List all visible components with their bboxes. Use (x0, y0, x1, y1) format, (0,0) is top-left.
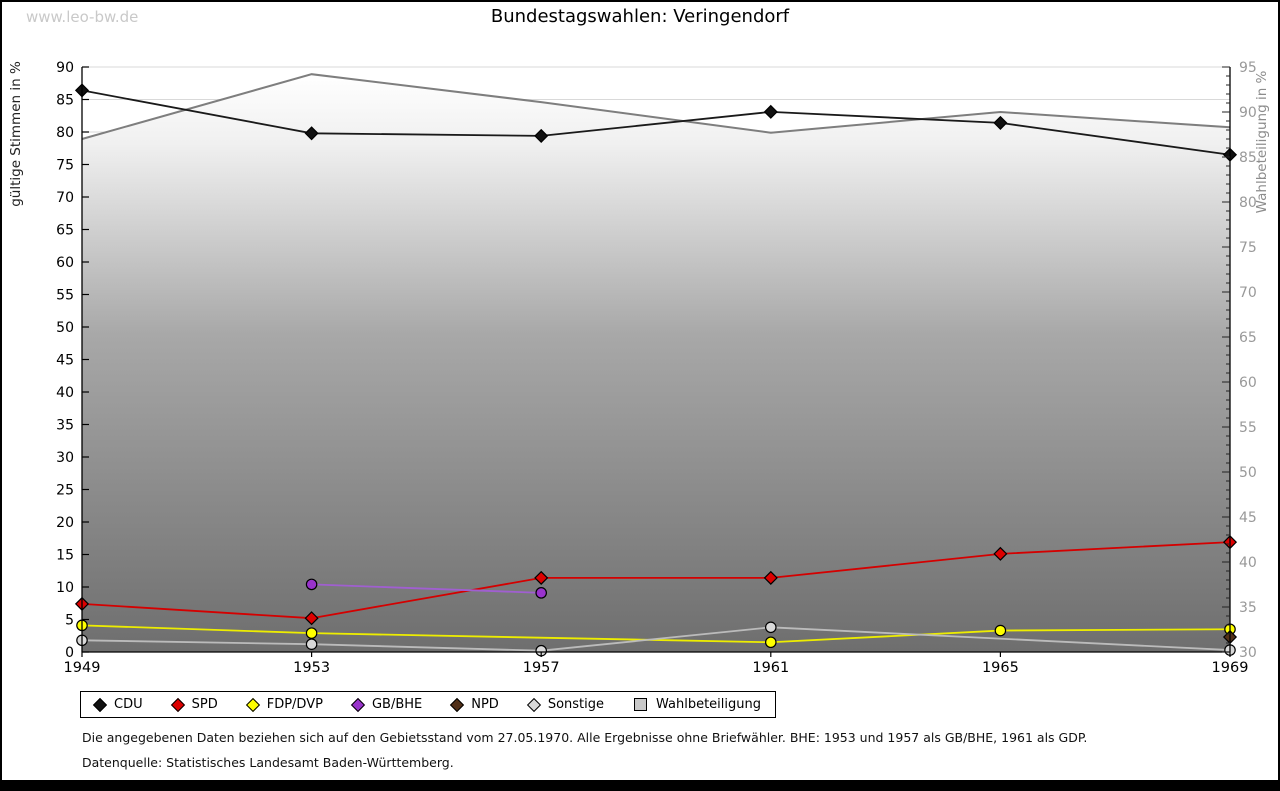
turnout-line (81, 73, 1231, 140)
legend-item-fdp-dvp: FDP/DVP (245, 697, 323, 712)
legend-label: SPD (191, 697, 218, 712)
right-tick-label: 30 (1239, 645, 1257, 661)
data-point-marker (534, 570, 549, 585)
legend-label: FDP/DVP (266, 697, 323, 712)
left-tick-label: 80 (56, 125, 74, 141)
left-tick-label: 90 (56, 60, 74, 76)
legend-item-spd: SPD (170, 697, 218, 712)
left-tick-label: 85 (56, 93, 74, 109)
legend-item-cdu: CDU (92, 697, 143, 712)
left-tick-label: 10 (56, 580, 74, 596)
data-point-marker (994, 624, 1007, 637)
footnote-gebietsstand: Die angegebenen Daten beziehen sich auf … (82, 730, 1088, 745)
turnout-area (82, 74, 1230, 652)
legend-marker-icon (170, 697, 185, 712)
legend-label: Sonstige (547, 697, 604, 712)
data-point-marker (763, 104, 778, 119)
legend-marker-icon (634, 698, 647, 711)
right-tick-label: 95 (1239, 60, 1257, 76)
left-tick-label: 0 (65, 645, 74, 661)
data-point-marker (993, 546, 1008, 561)
right-tick-label: 50 (1239, 465, 1257, 481)
legend-item-sonstige: Sonstige (526, 697, 604, 712)
legend-item-npd: NPD (450, 697, 499, 712)
series-CDU (74, 83, 1238, 162)
x-tick-label: 1953 (293, 660, 330, 676)
data-point-marker (764, 621, 777, 634)
left-tick-label: 55 (56, 288, 74, 304)
chart-legend: CDU SPD FDP/DVP GB/BHE NPD Sonstige Wahlbeteil… (80, 691, 777, 718)
left-tick-label: 20 (56, 515, 74, 531)
x-tick-label: 1949 (64, 660, 101, 676)
legend-marker-icon (245, 697, 260, 712)
left-tick-label: 25 (56, 483, 74, 499)
right-tick-label: 90 (1239, 105, 1257, 121)
data-point-marker (305, 627, 318, 639)
series-line (311, 583, 542, 594)
right-tick-label: 35 (1239, 600, 1257, 616)
data-point-marker (764, 636, 777, 649)
series-GB/BHE (305, 578, 547, 599)
left-tick-label: 30 (56, 450, 74, 466)
bottom-border-bar (2, 780, 1278, 789)
right-tick-label: 55 (1239, 420, 1257, 436)
legend-label: CDU (114, 697, 143, 712)
data-point-marker (763, 570, 778, 585)
left-tick-label: 35 (56, 418, 74, 434)
legend-label: Wahlbeteiligung (656, 697, 762, 712)
left-tick-label: 65 (56, 223, 74, 239)
watermark: www.leo-bw.de (26, 8, 139, 26)
legend-marker-icon (92, 697, 108, 712)
data-point-marker (534, 128, 549, 143)
left-tick-label: 40 (56, 385, 74, 401)
left-axis-title: gültige Stimmen in % (8, 61, 24, 207)
series-SPD (74, 535, 1238, 626)
left-tick-label: 70 (56, 190, 74, 206)
right-tick-label: 40 (1239, 555, 1257, 571)
data-point-marker (993, 115, 1008, 130)
right-tick-label: 60 (1239, 375, 1257, 391)
series-line (81, 89, 1231, 156)
legend-item-gb-bhe: GB/BHE (350, 697, 423, 712)
right-axis-title: Wahlbeteiligung in % (1254, 70, 1270, 213)
data-point-marker (305, 638, 318, 650)
legend-marker-icon (450, 697, 465, 712)
data-point-marker (304, 126, 319, 141)
left-tick-label: 15 (56, 548, 74, 564)
page-title: Bundestagswahlen: Veringendorf (490, 6, 790, 27)
footnote-datenquelle: Datenquelle: Statistisches Landesamt Bad… (82, 755, 454, 770)
right-tick-label: 80 (1239, 195, 1257, 211)
legend-label: NPD (471, 697, 499, 712)
right-tick-label: 65 (1239, 330, 1257, 346)
data-point-marker (305, 578, 318, 591)
data-point-marker (535, 587, 547, 599)
x-tick-label: 1969 (1212, 660, 1249, 676)
left-tick-label: 45 (56, 353, 74, 369)
series-line (81, 541, 1231, 620)
legend-marker-icon (526, 697, 541, 712)
legend-marker-icon (350, 697, 366, 712)
right-tick-label: 75 (1239, 240, 1257, 256)
x-tick-label: 1957 (523, 660, 560, 676)
left-tick-label: 5 (65, 613, 74, 629)
x-tick-label: 1965 (982, 660, 1019, 676)
data-point-marker (304, 611, 319, 626)
left-tick-label: 60 (56, 255, 74, 271)
left-tick-label: 75 (56, 158, 74, 174)
legend-label: GB/BHE (371, 697, 423, 712)
right-tick-label: 85 (1239, 150, 1257, 166)
right-tick-label: 45 (1239, 510, 1257, 526)
legend-item-wahlbeteiligung: Wahlbeteiligung (634, 697, 761, 712)
x-tick-label: 1961 (752, 660, 789, 676)
left-tick-label: 50 (56, 320, 74, 336)
right-tick-label: 70 (1239, 285, 1257, 301)
